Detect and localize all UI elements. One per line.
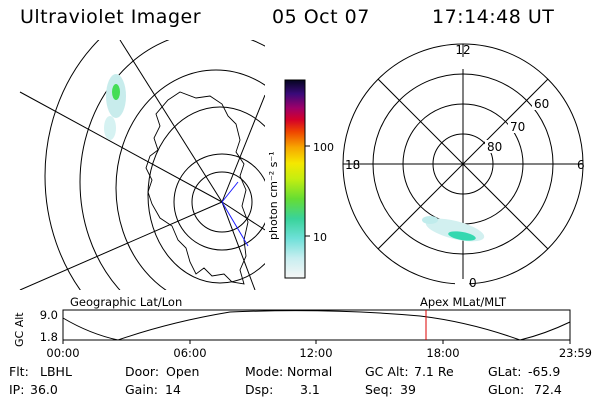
alt-tick-low: 1.8 — [40, 330, 58, 344]
info-glon-value: 72.4 — [534, 382, 562, 397]
mlt-label-12: 12 — [455, 43, 470, 57]
time-tick-2359: 23:59 — [559, 346, 592, 360]
aurora-emission-left — [104, 74, 126, 140]
info-glat-key: GLat: — [488, 364, 522, 379]
geographic-map — [19, 40, 265, 290]
mlat-label-60: 60 — [534, 97, 549, 111]
info-mode-value: Normal — [287, 364, 333, 379]
info-gcalt-value: 7.1 Re — [414, 364, 454, 379]
info-ip-key: IP: — [9, 382, 25, 397]
info-seq-key: Seq: — [365, 382, 393, 397]
mlat-label-80: 80 — [487, 140, 502, 154]
instrument-title: Ultraviolet Imager — [20, 6, 202, 28]
aurora-emission-polar — [422, 216, 485, 242]
colorbar-unit-label: photon cm⁻² s⁻¹ — [267, 151, 280, 240]
gc-alt-axis-label: GC Alt — [13, 312, 26, 347]
info-flt-value: LBHL — [40, 364, 72, 379]
time-label: 17:14:48 UT — [432, 6, 555, 28]
info-door-key: Door: — [125, 364, 160, 379]
info-gcalt-key: GC Alt: — [365, 364, 409, 379]
geographic-caption: Geographic Lat/Lon — [70, 295, 182, 309]
latitude-grid — [44, 40, 265, 290]
info-door-value: Open — [166, 364, 200, 379]
info-ip-value: 36.0 — [30, 382, 58, 397]
info-flt-key: Flt: — [9, 364, 29, 379]
mlt-label-6: 6 — [577, 158, 585, 172]
colorbar-tick-10: 10 — [313, 231, 327, 244]
info-glat-value: -65.9 — [528, 364, 561, 379]
colorbar — [284, 79, 310, 279]
coastline — [145, 91, 249, 285]
orbit-altitude-plot — [62, 309, 571, 344]
date-label: 05 Oct 07 — [272, 6, 370, 28]
time-tick-1800: 18:00 — [426, 346, 459, 360]
time-tick-0600: 06:00 — [173, 346, 206, 360]
info-dsp-key: Dsp: — [245, 382, 274, 397]
mlat-label-70: 70 — [510, 120, 525, 134]
mlt-label-0: 0 — [469, 276, 477, 290]
apex-caption: Apex MLat/MLT — [420, 295, 507, 309]
time-tick-0000: 00:00 — [46, 346, 79, 360]
info-gain-value: 14 — [165, 382, 181, 397]
alt-tick-high: 9.0 — [40, 308, 58, 322]
longitude-grid — [19, 40, 265, 290]
info-mode-key: Mode: — [245, 364, 284, 379]
info-gain-key: Gain: — [125, 382, 158, 397]
colorbar-tick-100: 100 — [313, 141, 334, 154]
mlt-label-18: 18 — [345, 158, 360, 172]
info-seq-value: 39 — [400, 382, 416, 397]
info-glon-key: GLon: — [488, 382, 525, 397]
polar-plot — [342, 43, 584, 285]
info-dsp-value: 3.1 — [300, 382, 320, 397]
time-tick-1200: 12:00 — [299, 346, 332, 360]
